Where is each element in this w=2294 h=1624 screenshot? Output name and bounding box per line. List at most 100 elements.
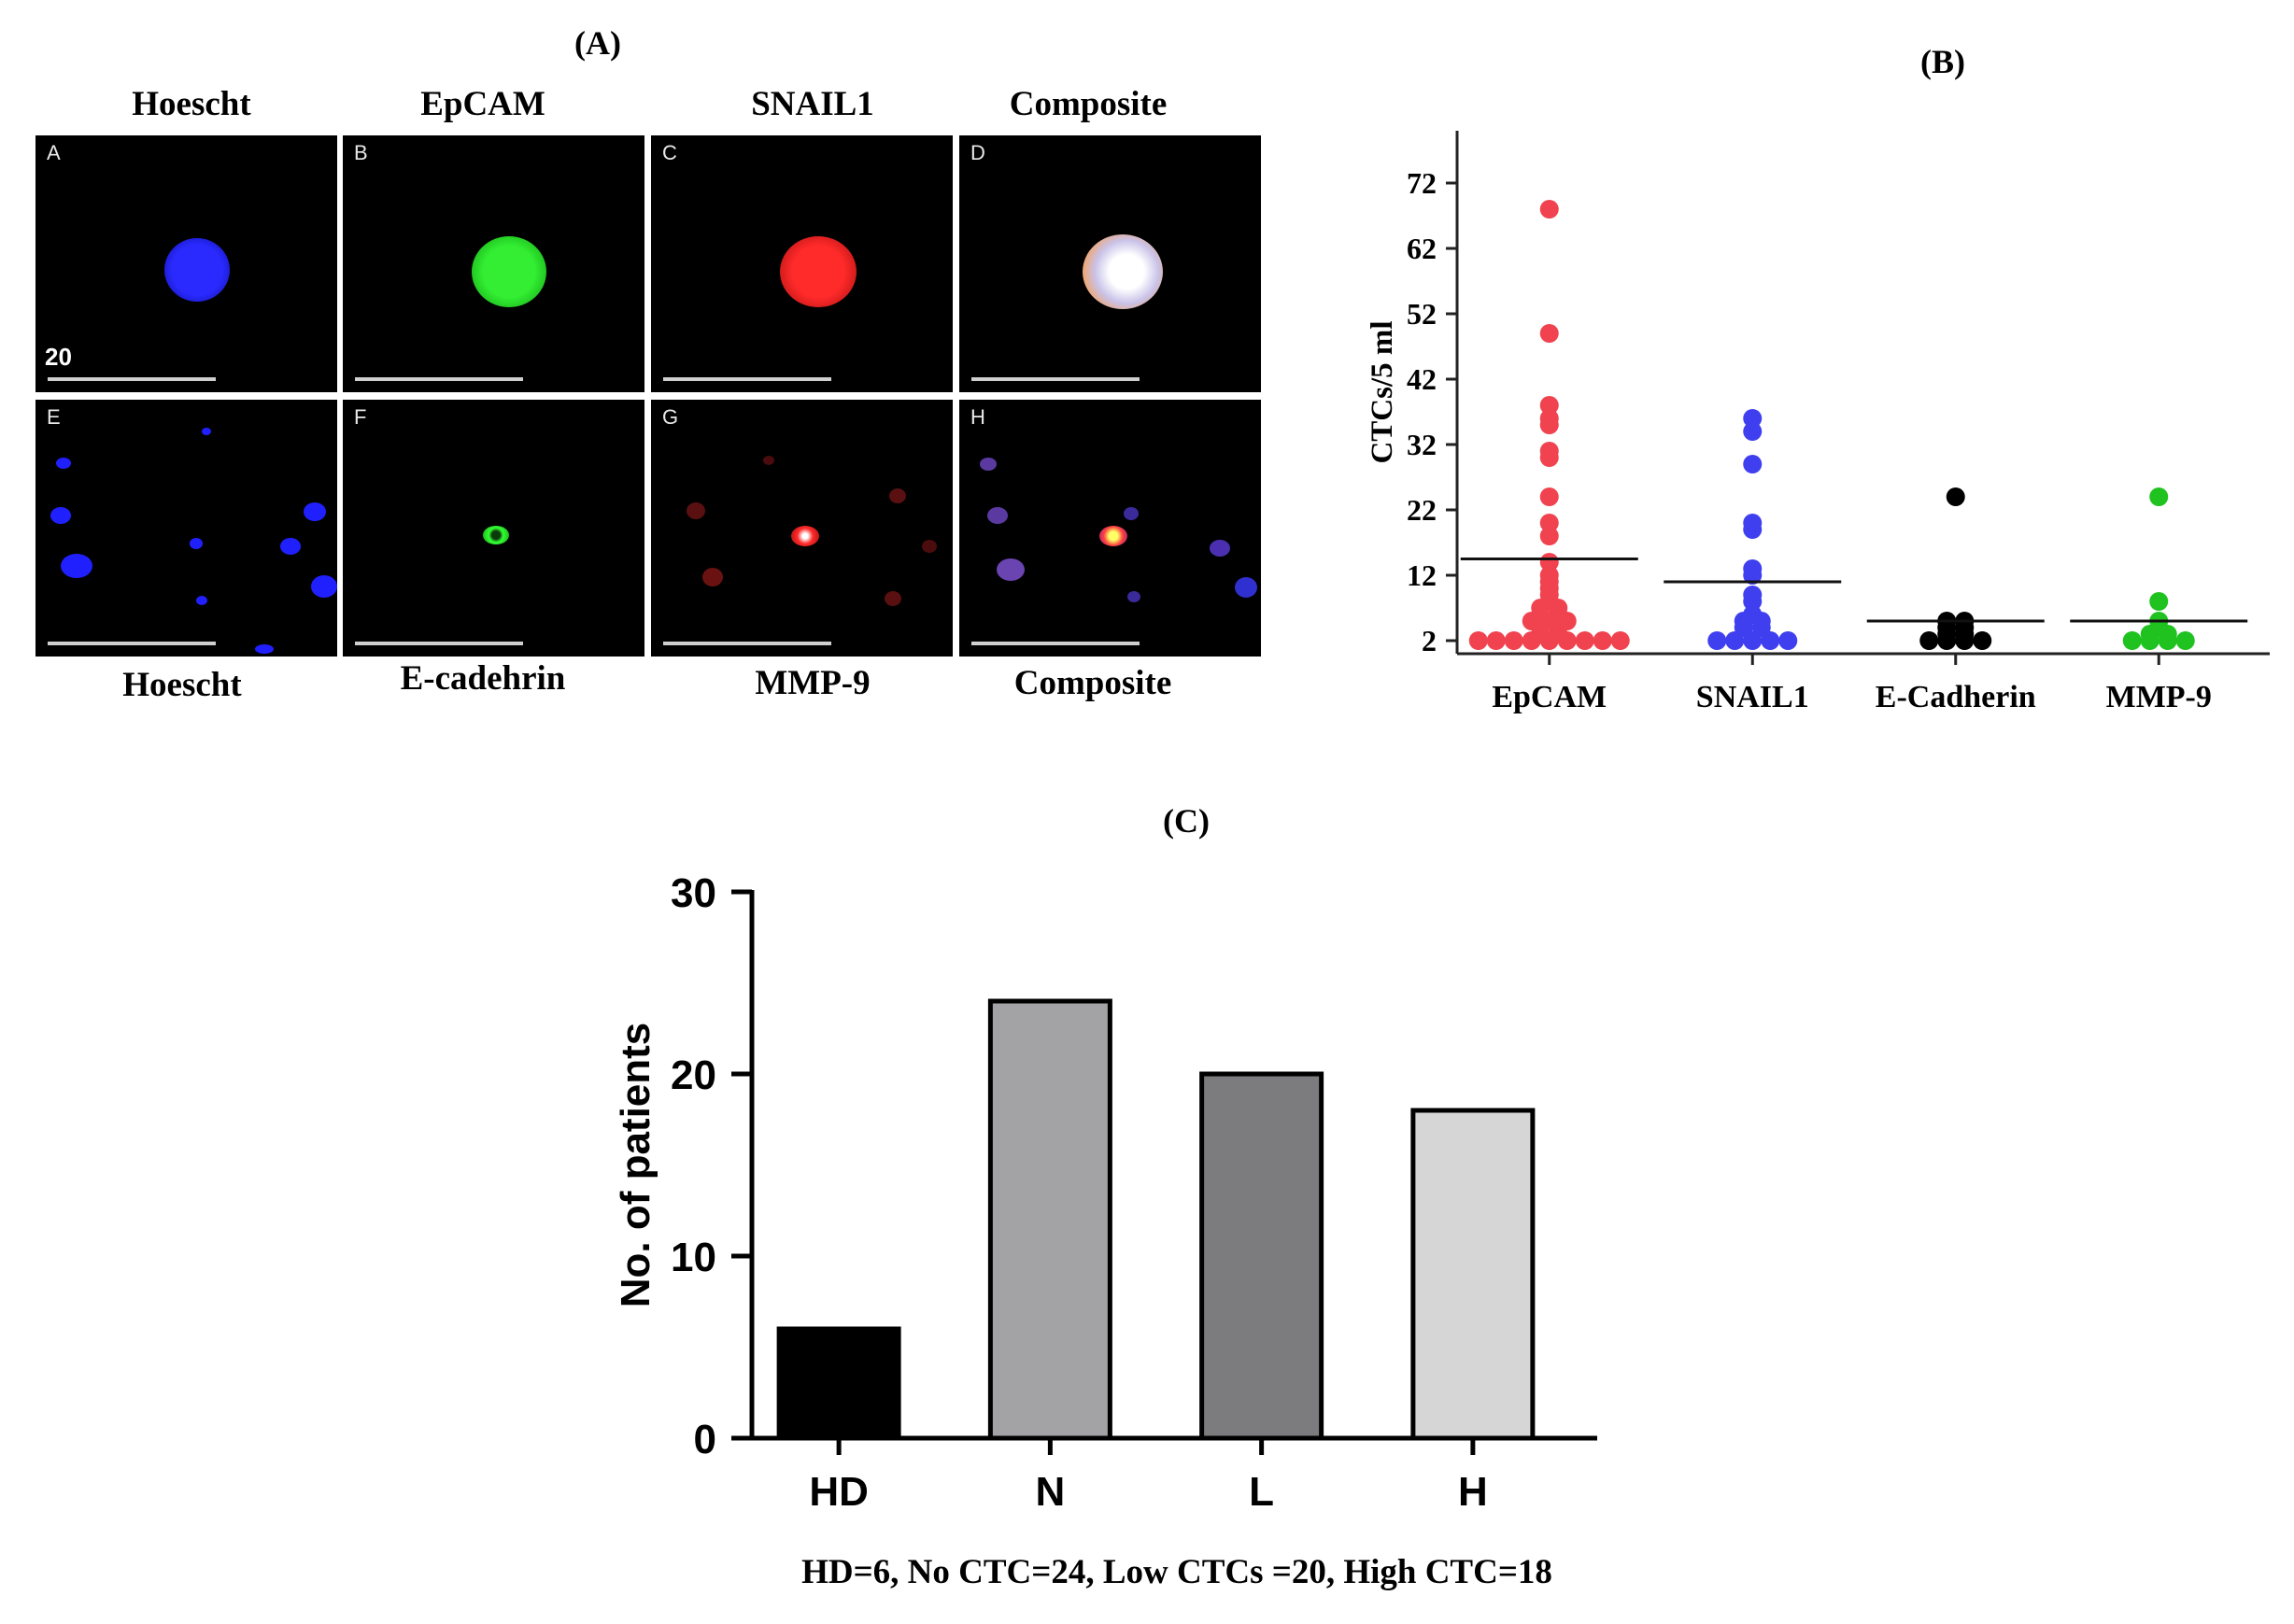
data-point-snail1 <box>1707 631 1727 650</box>
data-point-epcam <box>1593 631 1612 650</box>
tile-letter-h: H <box>970 405 985 429</box>
data-point-epcam <box>1539 200 1559 219</box>
scale-bar <box>48 377 216 381</box>
tile-letter-g: G <box>662 405 679 429</box>
tile-letter-c: C <box>662 141 677 164</box>
data-point-snail1 <box>1725 631 1745 650</box>
data-point-epcam <box>1539 396 1559 415</box>
nucleus-dot <box>202 428 211 435</box>
cell-red-small <box>791 526 819 546</box>
nucleus-dot <box>196 596 207 605</box>
data-point-epcam <box>1539 514 1559 532</box>
data-point-epcam <box>1539 448 1559 467</box>
header-epcam-top: EpCAM <box>420 85 545 123</box>
data-point-epcam <box>1504 631 1523 650</box>
red-speck <box>702 568 723 586</box>
data-point-epcam <box>1539 527 1559 545</box>
header-hoescht-top: Hoescht <box>132 85 251 123</box>
red-speck <box>889 488 906 503</box>
scale-label: 20 <box>45 343 72 371</box>
nucleus-dot <box>61 554 92 578</box>
y-tick-label: 42 <box>1407 362 1437 396</box>
scale-bar <box>971 377 1140 381</box>
y-tick-label: 72 <box>1407 166 1437 200</box>
scale-bar <box>663 642 831 645</box>
bar-n <box>987 998 1112 1441</box>
y-tick-label: 30 <box>671 870 716 916</box>
panel-b-label: (B) <box>1920 43 1965 80</box>
nucleus-dot <box>190 538 203 549</box>
data-point-mmp-9 <box>2158 631 2177 650</box>
bar-chart-caption: HD=6, No CTC=24, Low CTCs =20, High CTC=… <box>801 1553 1552 1591</box>
data-point-e-cadherin <box>1937 631 1957 650</box>
scale-bar <box>663 377 831 381</box>
micrograph-d-composite: D <box>959 135 1261 392</box>
red-speck <box>763 456 774 465</box>
data-point-snail1 <box>1743 422 1763 441</box>
data-point-mmp-9 <box>2122 631 2142 650</box>
header-composite-bottom: Composite <box>1013 664 1172 702</box>
y-tick-label: 22 <box>1407 493 1437 527</box>
panel-c-label: (C) <box>1163 802 1210 840</box>
header-hoescht-bottom: Hoescht <box>122 666 242 704</box>
nucleus-dot <box>304 502 326 521</box>
cell-green <box>472 236 546 307</box>
panel-a-label: (A) <box>574 24 621 62</box>
x-tick-label: EpCAM <box>1492 680 1607 714</box>
data-point-snail1 <box>1761 631 1780 650</box>
header-mmp9-bottom: MMP-9 <box>755 664 871 702</box>
bar-chart-patients: 0 10 20 30 No. of patients HD N L H <box>613 870 1597 1515</box>
bar-l <box>1199 1071 1324 1441</box>
data-point-epcam <box>1557 631 1577 650</box>
tile-letter-d: D <box>970 141 985 164</box>
purple-speck <box>1127 591 1140 602</box>
tile-letter-a: A <box>47 141 61 164</box>
data-point-epcam <box>1539 487 1559 506</box>
purple-speck <box>1124 507 1139 520</box>
scale-bar <box>48 642 216 645</box>
data-point-snail1 <box>1743 520 1763 539</box>
cell-composite-small <box>1099 526 1127 546</box>
red-speck <box>922 540 937 553</box>
y-axis-label: No. of patients <box>613 1023 658 1308</box>
data-point-mmp-9 <box>2175 631 2195 650</box>
scatter-chart-ctcs: 2 12 22 32 42 52 62 72 CTCs/5 ml EpCAM SNAIL1 E-Cad… <box>1366 131 2270 714</box>
x-tick-label: E-Cadherin <box>1876 680 2036 714</box>
data-point-epcam <box>1468 631 1488 650</box>
data-point-mmp-9 <box>2149 592 2169 611</box>
y-tick-label: 0 <box>694 1417 716 1462</box>
x-tick-label: HD <box>809 1469 869 1515</box>
data-point-epcam <box>1539 416 1559 434</box>
data-point-e-cadherin <box>1946 487 1965 506</box>
nucleus-blue <box>164 238 230 302</box>
micrograph-h-composite: H <box>959 400 1261 657</box>
bar-hd <box>776 1326 901 1441</box>
tile-letter-f: F <box>354 405 367 429</box>
scale-bar <box>971 642 1140 645</box>
data-point-snail1 <box>1743 631 1763 650</box>
data-point-e-cadherin <box>1919 631 1939 650</box>
data-point-epcam <box>1575 631 1594 650</box>
y-tick-label: 20 <box>671 1052 716 1098</box>
data-point-snail1 <box>1743 566 1763 585</box>
micrograph-g-mmp9: G <box>651 400 953 657</box>
x-tick-label: SNAIL1 <box>1696 680 1809 714</box>
y-tick-label: 32 <box>1407 428 1437 461</box>
tile-letter-b: B <box>354 141 368 164</box>
tile-letter-e: E <box>47 405 61 429</box>
x-tick-label: MMP-9 <box>2106 680 2212 714</box>
red-speck <box>885 591 901 606</box>
cell-red <box>780 236 857 307</box>
data-point-snail1 <box>1743 592 1763 611</box>
micrograph-e-hoescht: E <box>35 400 337 657</box>
data-point-snail1 <box>1743 455 1763 473</box>
header-composite-top: Composite <box>1009 85 1168 123</box>
data-point-epcam <box>1486 631 1506 650</box>
nucleus-dot <box>280 538 301 555</box>
micrograph-b-epcam: B <box>343 135 644 392</box>
micrograph-a-hoescht: A 20 <box>35 135 337 392</box>
cell-green-small <box>483 526 509 544</box>
nucleus-dot <box>311 575 337 598</box>
purple-speck <box>1210 540 1230 557</box>
data-point-mmp-9 <box>2140 631 2159 650</box>
